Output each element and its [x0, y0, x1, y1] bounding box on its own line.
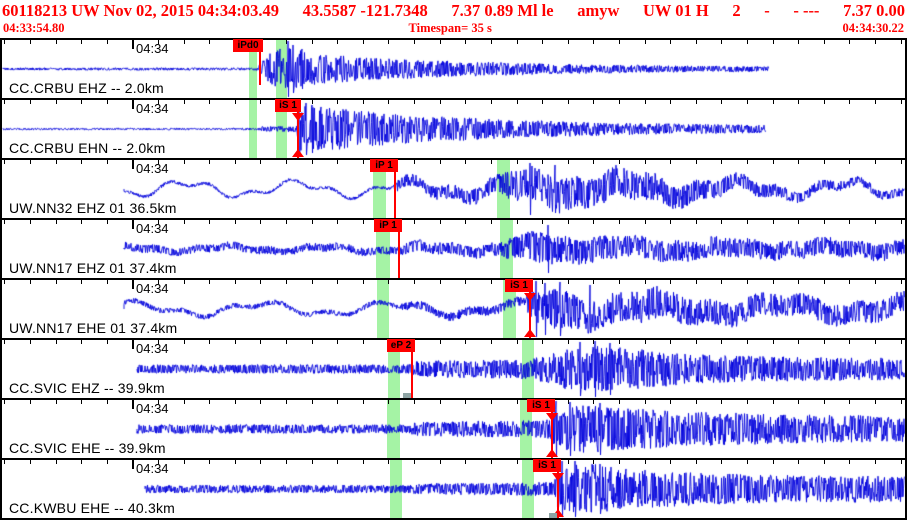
pick-caret-bottom [292, 149, 304, 157]
phase-pick-label: iS 1 [510, 280, 528, 291]
plot-bottom-border [0, 518, 907, 520]
phase-pick-label: eP 2 [390, 340, 412, 351]
timespan-label: Timespan= 35 s [408, 21, 492, 35]
phase-pick-label: iS 1 [532, 400, 550, 411]
phase-pick-line[interactable] [551, 400, 553, 458]
phase-pick-label: iPd0 [237, 40, 259, 51]
phase-pick-flag[interactable]: iS 1 [527, 399, 555, 412]
event-summary-segment: - [764, 1, 770, 20]
coda-marker [403, 393, 411, 398]
event-summary-segment: 7.37 0.00 [843, 1, 905, 20]
phase-pick-line[interactable] [557, 460, 559, 518]
event-summary-segment: 7.37 0.89 Ml le [451, 1, 554, 20]
pick-caret-top [546, 413, 558, 421]
event-summary-segment: UW 01 H [643, 1, 709, 20]
phase-pick-flag[interactable]: iP 1 [374, 219, 402, 232]
phase-pick-flag[interactable]: iS 1 [505, 279, 533, 292]
pick-caret-bottom [524, 329, 536, 337]
phase-pick-flag[interactable]: iP 1 [370, 159, 398, 172]
plot-left-border [0, 38, 2, 520]
window-start-time: 04:33:54.80 [3, 21, 65, 35]
event-summary-segment: amyw [577, 1, 620, 20]
pick-caret-top [524, 293, 536, 301]
phase-pick-line[interactable] [411, 340, 413, 398]
plot-right-border [905, 38, 907, 520]
phase-pick-label: iS 1 [538, 460, 556, 471]
event-summary-segment: 43.5587 -121.7348 [302, 1, 428, 20]
phase-pick-line[interactable] [259, 40, 261, 85]
phase-pick-line[interactable] [394, 160, 396, 218]
phase-pick-flag[interactable]: iS 1 [533, 459, 561, 472]
event-summary-segment: - --- [793, 1, 820, 20]
phase-pick-label: iS 1 [279, 100, 297, 111]
time-window-line: 04:33:54.80 Timespan= 35 s 04:34:30.22 [3, 21, 904, 36]
phase-pick-line[interactable] [398, 220, 400, 278]
phase-pick-flag[interactable]: eP 2 [387, 339, 415, 352]
phase-pick-line[interactable] [529, 280, 531, 338]
event-summary-segment: 2 [732, 1, 741, 20]
coda-marker [549, 513, 557, 518]
window-end-time: 04:34:30.22 [842, 21, 904, 35]
event-summary-segment: 60118213 UW Nov 02, 2015 04:34:03.49 [2, 1, 279, 20]
phase-pick-label: iP 1 [379, 220, 397, 231]
phase-pick-line[interactable] [297, 100, 299, 158]
phase-pick-flag[interactable]: iPd0 [233, 39, 263, 52]
waveform-canvas[interactable] [0, 38, 907, 520]
pick-caret-bottom [546, 449, 558, 457]
waveform-display: 04:34CC.CRBU EHZ -- 2.0km04:34CC.CRBU EH… [0, 38, 907, 520]
event-summary-line: 60118213 UW Nov 02, 2015 04:34:03.49 43.5… [2, 1, 905, 21]
pick-caret-bottom [552, 509, 564, 517]
phase-pick-flag[interactable]: iS 1 [275, 99, 301, 112]
pick-caret-top [292, 113, 304, 121]
phase-pick-label: iP 1 [375, 160, 393, 171]
pick-caret-top [552, 473, 564, 481]
